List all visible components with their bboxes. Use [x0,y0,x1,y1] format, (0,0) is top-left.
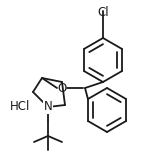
Text: Cl: Cl [97,6,109,19]
Text: O: O [57,81,67,95]
Text: HCl: HCl [10,101,30,113]
Text: N: N [44,101,52,113]
